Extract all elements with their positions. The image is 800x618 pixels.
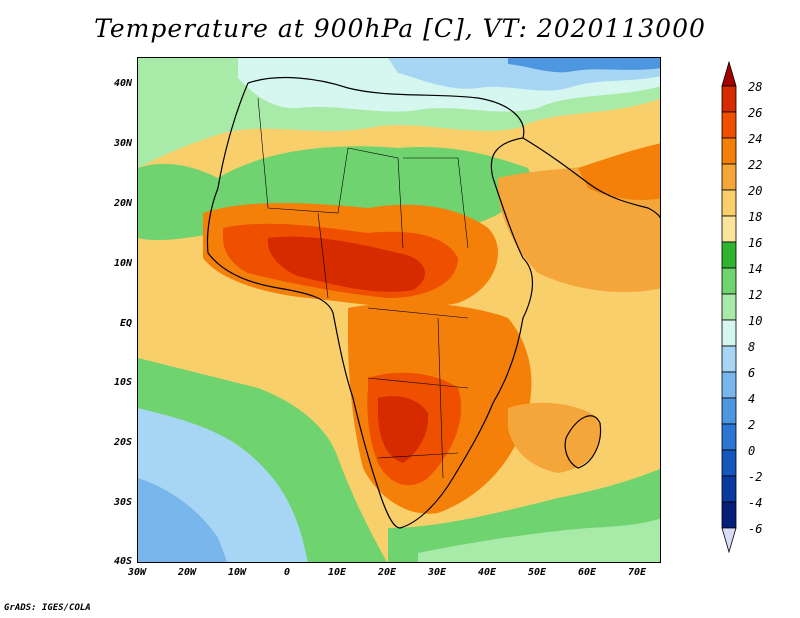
lat-tick: 20S: [113, 437, 132, 448]
colorbar-bin: [721, 137, 737, 165]
colorbar-label: -4: [748, 496, 763, 510]
colorbar-bin: [721, 293, 737, 321]
lon-tick: 20E: [377, 567, 397, 578]
lon-tick: 10E: [327, 567, 347, 578]
colorbar-label: 24: [748, 132, 763, 146]
southern-africa-hottest-zone: [378, 396, 429, 463]
atlantic-green-band: [138, 163, 218, 241]
colorbar-label: 8: [748, 340, 756, 354]
colorbar-label: 28: [748, 80, 763, 94]
lon-tick: 40E: [477, 567, 497, 578]
lat-tick: 30S: [113, 497, 132, 508]
sahel-hottest-zone: [268, 236, 425, 292]
chart-title: Temperature at 900hPa [C], VT: 202011300…: [94, 14, 706, 43]
colorbar-bin: [721, 449, 737, 477]
colorbar-label: 20: [748, 184, 763, 198]
lon-tick: 30W: [127, 567, 147, 578]
colorbar-cap-top: [721, 60, 737, 87]
colorbar-label: 4: [748, 392, 756, 406]
colorbar-bin: [721, 163, 737, 191]
south-atlantic-cold-zone: [138, 478, 228, 562]
colorbar-bin: [721, 215, 737, 243]
lat-tick: 10N: [113, 258, 132, 269]
lon-tick: 50E: [527, 567, 547, 578]
colorbar-label: 22: [748, 158, 763, 172]
colorbar-label: 18: [748, 210, 763, 224]
colorbar-bin: [721, 345, 737, 373]
lat-tick: 30N: [113, 138, 132, 149]
europe-colder-zone: [508, 58, 660, 73]
colorbar-label: 10: [748, 314, 763, 328]
coastlines: [206, 76, 660, 529]
map-panel: [137, 57, 661, 563]
colorbar-label: -2: [748, 470, 763, 484]
colorbar-label: 2: [748, 418, 756, 432]
colorbar-bin: [721, 85, 737, 113]
lon-tick: 20W: [177, 567, 197, 578]
colorbar-bin: [721, 319, 737, 347]
madagascar-warm-zone: [508, 402, 601, 473]
lon-tick: 70E: [627, 567, 647, 578]
colorbar-label: 6: [748, 366, 756, 380]
lat-tick: 40S: [113, 556, 132, 567]
lon-tick: 10W: [227, 567, 247, 578]
colorbar-bin: [721, 475, 737, 503]
colorbar-bin: [721, 241, 737, 269]
colorbar-label: 0: [748, 444, 756, 458]
lat-tick: 20N: [113, 198, 132, 209]
colorbar-cap-bottom: [721, 527, 737, 554]
colorbar: [721, 60, 737, 554]
colorbar-label: 12: [748, 288, 763, 302]
colorbar-bin: [721, 371, 737, 399]
lat-tick: 40N: [113, 78, 132, 89]
colorbar-bin: [721, 397, 737, 425]
colorbar-bin: [721, 501, 737, 529]
colorbar-label: 26: [748, 106, 763, 120]
colorbar-bin: [721, 423, 737, 451]
colorbar-label: 16: [748, 236, 763, 250]
credit-text: GrADS: IGES/COLA: [4, 603, 91, 613]
lat-tick: 10S: [113, 377, 132, 388]
colorbar-bin: [721, 111, 737, 139]
colorbar-label: -6: [748, 522, 763, 536]
lon-tick: 30E: [427, 567, 447, 578]
country-borders: [257, 97, 469, 479]
colorbar-label: 14: [748, 262, 763, 276]
arabia-hot-zone: [578, 143, 660, 200]
temperature-field: [138, 58, 660, 562]
lon-tick: 60E: [577, 567, 597, 578]
colorbar-bin: [721, 189, 737, 217]
lat-tick: EQ: [119, 318, 132, 329]
southern-ocean-mild-zone: [418, 518, 660, 562]
colorbar-bin: [721, 267, 737, 295]
lon-tick: 0: [283, 567, 291, 578]
